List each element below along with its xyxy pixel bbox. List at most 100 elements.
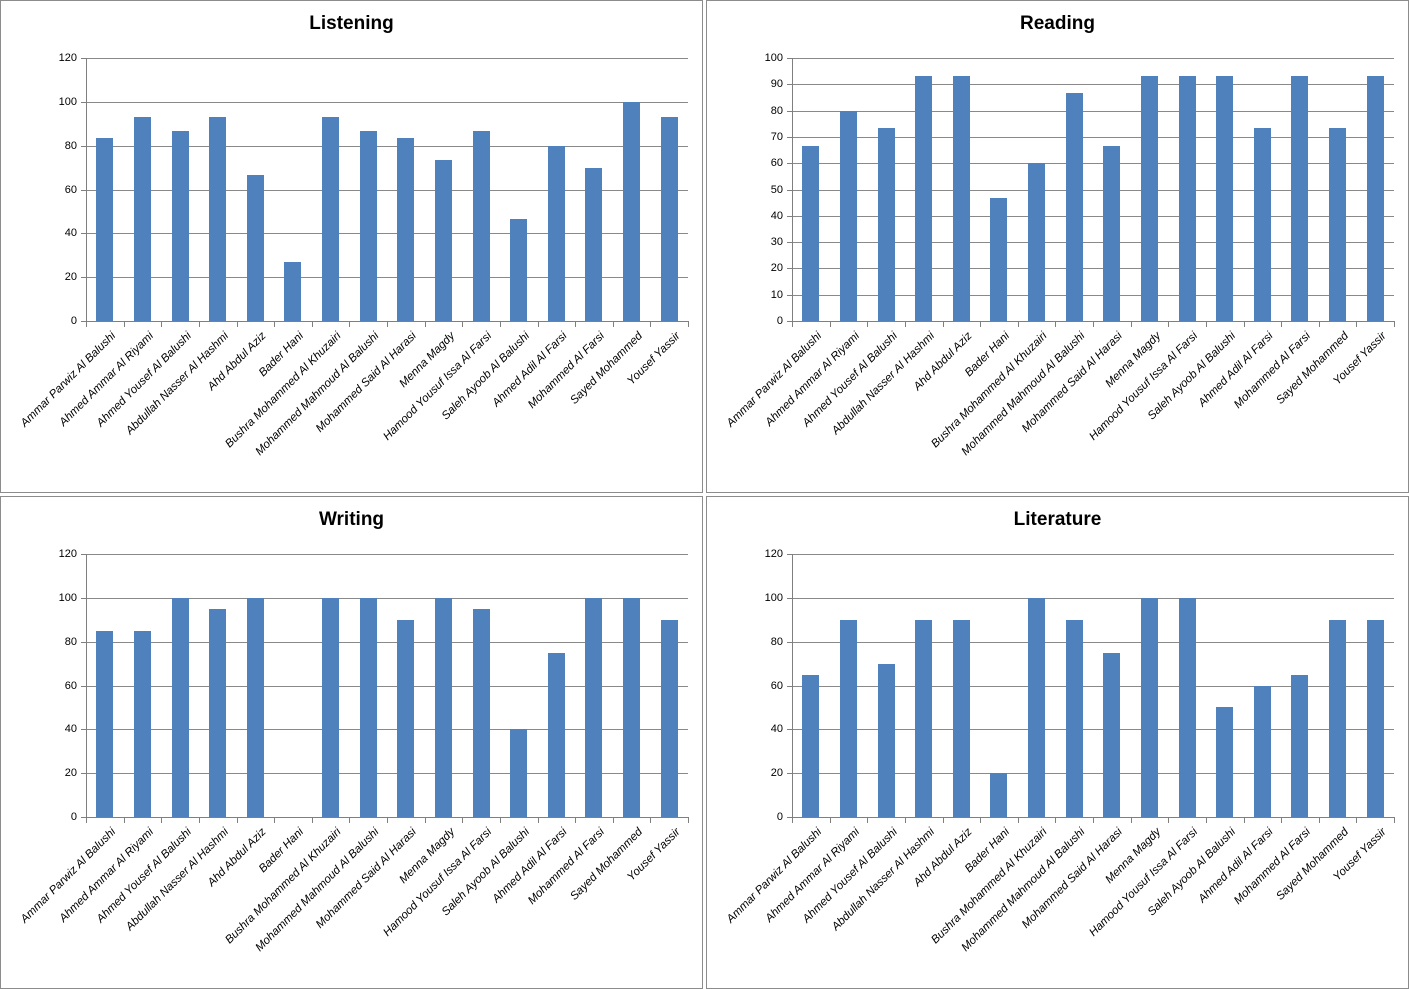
y-axis-tick — [787, 84, 792, 86]
gridline — [86, 773, 688, 775]
bar — [1253, 128, 1271, 321]
gridline — [792, 641, 1394, 643]
chart-title-listening: Listening — [309, 13, 394, 34]
x-axis-tick — [1318, 322, 1320, 327]
gridline — [792, 554, 1394, 555]
x-axis-line — [792, 817, 1395, 818]
bar — [133, 630, 151, 817]
bar — [547, 652, 565, 817]
x-axis-tick — [1281, 818, 1283, 823]
gridline — [792, 242, 1394, 244]
y-axis-label: 70 — [770, 130, 783, 143]
bar — [133, 116, 151, 321]
x-axis-tick — [612, 818, 614, 823]
x-axis-tick — [1205, 818, 1207, 823]
bar — [660, 619, 678, 817]
x-axis-tick — [792, 818, 793, 823]
x-axis-tick — [1055, 818, 1057, 823]
y-axis-tick — [787, 268, 792, 270]
x-axis-tick — [1017, 322, 1019, 327]
y-axis-tick — [81, 189, 86, 191]
y-axis-tick — [787, 597, 792, 599]
x-axis-tick — [86, 818, 87, 823]
bar — [990, 773, 1008, 817]
x-axis-tick — [274, 818, 276, 823]
gridline — [792, 189, 1394, 191]
x-axis-tick — [1093, 818, 1094, 823]
chart-title-literature: Literature — [1013, 509, 1102, 530]
bar — [209, 116, 227, 321]
chart-title-writing: Writing — [318, 509, 385, 530]
y-axis-tick — [81, 641, 86, 643]
gridline — [86, 641, 688, 643]
x-axis-tick — [829, 322, 831, 327]
x-axis-tick — [1055, 322, 1057, 327]
x-axis-tick — [311, 818, 313, 823]
y-axis-tick — [787, 554, 792, 555]
x-axis-tick — [1168, 818, 1170, 823]
y-axis-label: 0 — [70, 315, 77, 327]
y-axis-label: 120 — [764, 548, 783, 560]
x-axis-tick — [537, 322, 539, 327]
y-axis-label: 80 — [64, 635, 77, 648]
bar — [1140, 597, 1158, 817]
y-axis-tick — [787, 321, 792, 322]
y-axis-tick — [787, 685, 792, 687]
bar — [1065, 92, 1083, 321]
gridline — [86, 189, 688, 191]
y-axis-label: 90 — [770, 78, 783, 91]
gridline — [792, 268, 1394, 270]
bar — [839, 110, 857, 321]
x-axis-tick — [575, 818, 577, 823]
bar — [802, 145, 820, 321]
bar — [246, 174, 264, 321]
y-axis-label: 0 — [776, 811, 783, 823]
x-axis-tick — [1168, 322, 1170, 327]
bar — [1178, 597, 1196, 817]
y-axis-label: 20 — [64, 767, 77, 780]
y-axis-line — [792, 554, 793, 818]
y-axis-label: 30 — [770, 236, 783, 249]
y-axis-line — [86, 554, 87, 818]
x-axis-tick — [942, 818, 944, 823]
x-axis-tick — [1093, 322, 1094, 327]
x-axis-tick — [1017, 818, 1019, 823]
y-axis-label: 100 — [58, 591, 77, 604]
bar — [585, 597, 603, 817]
bar — [510, 729, 528, 817]
x-axis-tick — [387, 322, 388, 327]
bar — [1366, 619, 1384, 817]
y-axis-label: 80 — [64, 139, 77, 152]
y-axis-label: 60 — [64, 679, 77, 692]
gridline — [86, 58, 688, 59]
bar-chart-listening: 0 20 40 60 80 100 120 Ammar Parwiz Al Balushi Ah… — [1, 47, 702, 492]
bar — [209, 608, 227, 817]
gridline — [86, 145, 688, 147]
y-axis-tick — [787, 817, 792, 818]
y-axis-label: 60 — [770, 157, 783, 170]
x-axis-tick — [1243, 818, 1245, 823]
bar — [1103, 652, 1121, 817]
chart-panel-reading: Reading 0 10 20 30 40 50 60 70 80 90 100 Ammar Parw… — [706, 0, 1409, 493]
x-axis-tick — [980, 322, 982, 327]
x-axis-tick — [792, 322, 793, 327]
y-axis-tick — [787, 58, 792, 59]
chart-title-reading: Reading — [1020, 13, 1095, 34]
y-axis-tick — [787, 294, 792, 296]
x-axis-line — [86, 817, 689, 818]
x-axis-tick — [274, 322, 276, 327]
x-axis-tick — [904, 818, 906, 823]
y-axis-tick — [81, 145, 86, 147]
gridline — [86, 233, 688, 235]
x-axis-tick — [650, 818, 652, 823]
y-axis-label: 0 — [776, 315, 783, 327]
gridline — [792, 729, 1394, 731]
x-axis-tick — [650, 322, 652, 327]
bar — [397, 138, 415, 321]
bar — [839, 619, 857, 817]
y-axis-label: 20 — [770, 262, 783, 275]
y-axis-label: 40 — [64, 227, 77, 240]
gridline — [792, 597, 1394, 599]
bar — [1291, 674, 1309, 817]
